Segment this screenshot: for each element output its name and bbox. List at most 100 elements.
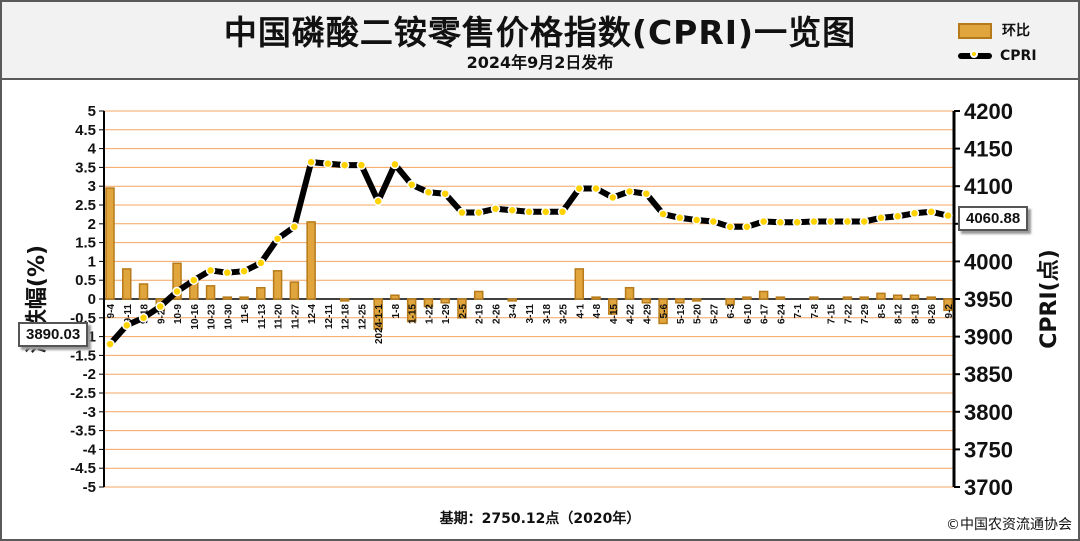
- category-label: 6-3: [726, 304, 737, 319]
- bar-1-22: [423, 298, 434, 308]
- category-label: 3-11: [525, 304, 536, 324]
- bar-8-5: [876, 292, 886, 300]
- bar-1-15: [406, 298, 417, 323]
- left-tick-label: 5: [88, 103, 96, 120]
- category-label: 4-29: [642, 304, 653, 324]
- cpri-point-6-17: [758, 216, 769, 227]
- cpri-point-7-15: [825, 216, 836, 227]
- right-tick-label: 3750: [964, 437, 1013, 462]
- category-label: 6-10: [743, 304, 754, 324]
- cpri-point-12-18: [339, 160, 350, 170]
- chart-header: 中国磷酸二铵零售价格指数(CPRI)一览图 2024年9月2日发布 环比 CPR…: [2, 2, 1078, 80]
- bar-4-15: [608, 298, 618, 315]
- cpri-point-2024-1-1: [373, 196, 383, 206]
- bar-12-18: [339, 298, 350, 302]
- right-tick-label: 4200: [964, 99, 1013, 124]
- category-label: 3-25: [559, 304, 570, 324]
- bar-7-22: [842, 296, 853, 300]
- bar-4-1: [574, 268, 585, 300]
- category-label: 2-19: [475, 304, 486, 324]
- left-tick-label: 1.5: [75, 235, 96, 252]
- cpri-point-4-22: [624, 186, 635, 197]
- y-right-axis-title: CPRI(点): [1036, 249, 1062, 349]
- bar-9-4: [105, 187, 115, 300]
- category-label: 8-5: [877, 304, 888, 319]
- left-tick-label: 3: [88, 178, 96, 195]
- bar-4-22: [624, 286, 635, 300]
- category-label: 11-27: [290, 304, 301, 329]
- category-label: 8-26: [927, 304, 938, 324]
- left-tick-label: -4.5: [70, 460, 96, 477]
- cpri-point-12-4: [306, 157, 316, 167]
- bar-11-13: [256, 286, 266, 300]
- legend-line-swatch: [958, 50, 992, 59]
- category-label: 3-18: [542, 304, 553, 324]
- cpri-point-9-4: [105, 339, 115, 349]
- bar-1-29: [440, 298, 450, 304]
- bar-2-19: [473, 290, 484, 300]
- category-label: 1-22: [424, 304, 435, 324]
- left-tick-label: 3.5: [75, 159, 96, 176]
- bar-5-20: [691, 298, 702, 302]
- category-label: 5-6: [659, 304, 670, 319]
- bar-2024-1-1: [373, 298, 383, 330]
- category-label: 7-22: [843, 304, 854, 324]
- chart-subtitle: 2024年9月2日发布: [466, 53, 614, 72]
- category-label: 5-20: [693, 304, 704, 324]
- left-tick-label: -3: [83, 404, 96, 421]
- left-tick-label: -2.5: [70, 385, 96, 402]
- cpri-point-8-26: [926, 207, 936, 217]
- end-value-callout: 4060.88: [958, 206, 1029, 231]
- left-tick-label: -3.5: [70, 423, 96, 440]
- cpri-point-8-12: [892, 211, 903, 222]
- category-label: 9-11: [123, 304, 134, 324]
- left-tick-label: -2: [83, 366, 96, 383]
- cpri-point-11-27: [289, 222, 300, 232]
- cpri-point-10-23: [205, 265, 216, 276]
- right-tick-label: 3700: [964, 475, 1013, 500]
- left-tick-label: -5: [83, 479, 96, 496]
- category-label: 10-9: [173, 304, 184, 324]
- category-label: 11-20: [274, 304, 285, 329]
- category-label: 4-8: [592, 304, 603, 319]
- category-label: 10-23: [207, 304, 218, 330]
- category-label: 2-5: [458, 304, 469, 319]
- cpri-point-4-29: [641, 188, 652, 199]
- cpri-point-9-11: [122, 320, 132, 331]
- bar-8-19: [909, 294, 920, 300]
- category-label: 9-4: [106, 304, 117, 319]
- category-label: 11-13: [257, 304, 268, 329]
- left-tick-label: 0.5: [75, 272, 96, 289]
- legend-line-label: CPRI: [1000, 48, 1037, 64]
- legend-line: CPRI: [958, 48, 1037, 64]
- cpri-point-2-26: [490, 204, 501, 214]
- cpri-point-10-30: [222, 267, 233, 278]
- bar-10-23: [205, 285, 216, 300]
- cpri-point-1-29: [440, 188, 450, 199]
- cpri-point-10-9: [172, 286, 182, 297]
- category-label: 7-29: [860, 304, 871, 324]
- bar-2-5: [457, 298, 467, 319]
- cpri-point-2-5: [457, 207, 467, 218]
- category-label: 7-1: [793, 304, 804, 319]
- category-label: 9-2: [944, 304, 955, 319]
- category-label: 12-11: [324, 304, 335, 329]
- cpri-point-8-5: [876, 213, 886, 223]
- category-label: 12-18: [341, 304, 352, 330]
- cpri-point-4-15: [608, 192, 618, 203]
- cpri-point-10-16: [189, 275, 199, 285]
- bar-1-8: [390, 294, 400, 300]
- legend-bar-swatch: [958, 23, 992, 39]
- cpri-point-3-18: [541, 207, 551, 217]
- bar-12-4: [306, 221, 316, 300]
- cpri-point-5-6: [658, 209, 668, 219]
- bar-6-3: [725, 298, 735, 306]
- bar-6-10: [742, 296, 752, 300]
- cpri-point-9-25: [155, 301, 166, 312]
- right-tick-label: 3800: [964, 400, 1013, 425]
- cpri-point-7-8: [809, 216, 819, 227]
- left-tick-label: 2: [88, 216, 96, 233]
- bar-9-11: [122, 268, 132, 300]
- category-label: 2024-1-1: [374, 304, 385, 344]
